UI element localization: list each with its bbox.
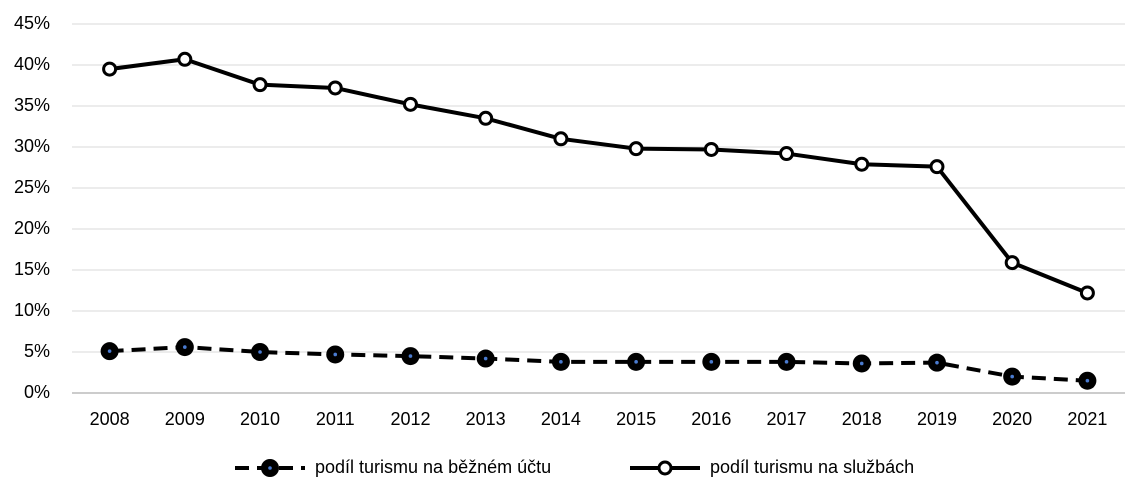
- legend-label: podíl turismu na běžném účtu: [315, 457, 551, 477]
- x-tick-label: 2012: [390, 409, 430, 429]
- marker-dot: [268, 466, 272, 470]
- y-tick-label: 15%: [14, 259, 50, 279]
- marker-dot: [935, 360, 939, 365]
- x-tick-label: 2018: [842, 409, 882, 429]
- marker: [929, 159, 945, 175]
- y-tick-label: 10%: [14, 300, 50, 320]
- x-tick-label: 2013: [466, 409, 506, 429]
- x-tick-label: 2015: [616, 409, 656, 429]
- x-tick-label: 2016: [691, 409, 731, 429]
- x-tick-label: 2011: [316, 409, 355, 429]
- marker: [657, 460, 673, 476]
- x-tick-label: 2019: [917, 409, 957, 429]
- x-tick-label: 2014: [541, 409, 581, 429]
- y-tick-label: 30%: [14, 136, 50, 156]
- series-line: [109, 345, 1088, 383]
- marker: [478, 110, 494, 126]
- marker: [252, 77, 268, 93]
- y-tick-label: 35%: [14, 95, 50, 115]
- marker-dot: [784, 360, 789, 364]
- marker: [402, 96, 418, 112]
- marker: [779, 146, 795, 162]
- y-tick-label: 25%: [14, 177, 50, 197]
- marker-dot: [333, 352, 338, 357]
- marker-dot: [559, 360, 563, 364]
- marker-dot: [634, 360, 638, 364]
- marker: [1004, 255, 1020, 271]
- y-tick-label: 5%: [24, 341, 50, 361]
- marker: [327, 80, 343, 96]
- y-tick-label: 40%: [14, 54, 50, 74]
- legend-label: podíl turismu na službách: [710, 457, 914, 477]
- y-tick-label: 45%: [14, 13, 50, 33]
- x-tick-label: 2021: [1067, 409, 1107, 429]
- marker-dot: [1010, 374, 1014, 379]
- marker-dot: [408, 354, 413, 358]
- marker-dot: [107, 349, 112, 353]
- x-tick-label: 2017: [767, 409, 807, 429]
- marker: [703, 141, 719, 157]
- marker-dot: [258, 350, 262, 354]
- marker-dot: [483, 356, 488, 361]
- marker: [177, 51, 193, 67]
- marker-dot: [183, 345, 187, 349]
- y-tick-label: 0%: [24, 382, 50, 402]
- marker-dot: [1085, 378, 1090, 383]
- marker: [553, 131, 569, 147]
- x-tick-label: 2008: [90, 409, 130, 429]
- x-tick-label: 2009: [165, 409, 205, 429]
- marker: [102, 61, 118, 77]
- x-tick-label: 2020: [992, 409, 1032, 429]
- x-tick-label: 2010: [240, 409, 280, 429]
- series-line: [109, 57, 1089, 295]
- marker: [1079, 285, 1095, 301]
- y-tick-label: 20%: [14, 218, 50, 238]
- marker-dot: [709, 360, 714, 364]
- marker: [854, 156, 870, 172]
- marker-dot: [859, 361, 864, 366]
- marker: [628, 141, 644, 157]
